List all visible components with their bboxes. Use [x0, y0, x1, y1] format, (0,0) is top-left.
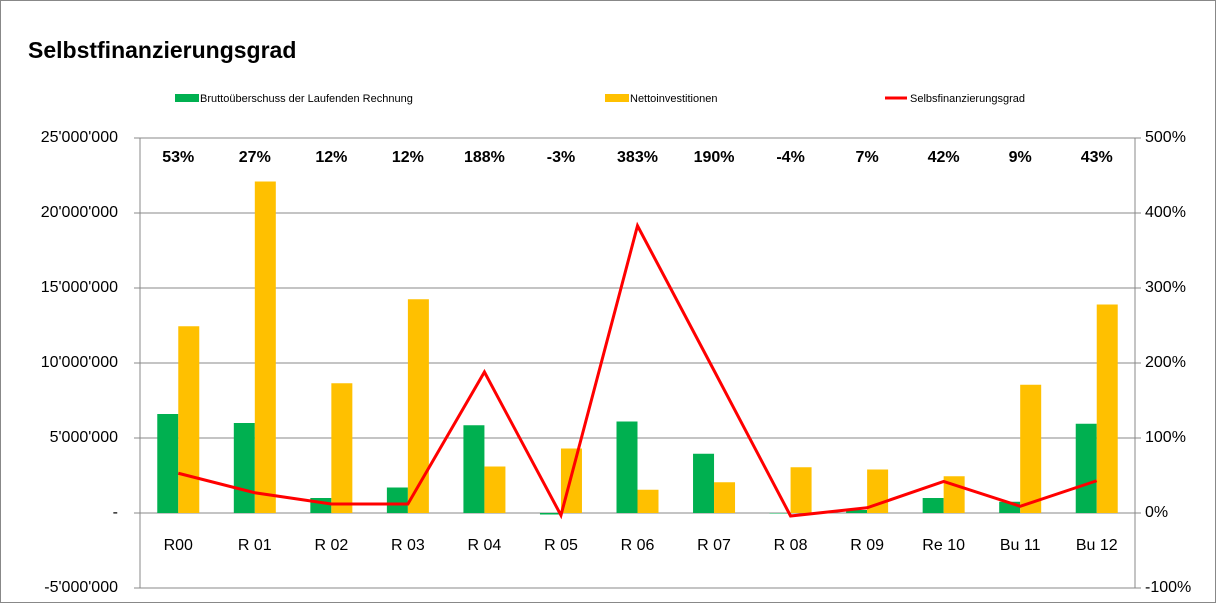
- y-tick-label: 5'000'000: [50, 429, 119, 446]
- y-tick-label: -: [113, 504, 118, 521]
- y-tick-label: 25'000'000: [41, 129, 118, 146]
- x-tick-label: R 02: [314, 537, 348, 554]
- x-tick-label: R 03: [391, 537, 425, 554]
- y2-tick-label: 100%: [1145, 429, 1186, 446]
- y2-tick-label: 200%: [1145, 354, 1186, 371]
- y-tick-label: 15'000'000: [41, 279, 118, 296]
- y2-tick-label: 0%: [1145, 504, 1168, 521]
- bar: [714, 482, 736, 513]
- legend-label: Bruttoüberschuss der Laufenden Rechnung: [200, 93, 413, 105]
- data-label: 12%: [315, 149, 347, 166]
- y-tick-label: 20'000'000: [41, 204, 118, 221]
- x-tick-label: Re 10: [922, 537, 965, 554]
- bar: [178, 326, 200, 513]
- x-tick-label: Bu 12: [1076, 537, 1118, 554]
- x-tick-label: R 06: [621, 537, 655, 554]
- bar: [769, 513, 791, 514]
- bar: [157, 414, 179, 513]
- legend-swatch: [175, 94, 199, 102]
- data-label: 43%: [1081, 149, 1113, 166]
- line: [177, 221, 1098, 520]
- x-tick-label: R00: [164, 537, 193, 554]
- data-label: 7%: [856, 149, 879, 166]
- bar: [1020, 384, 1042, 513]
- bar: [637, 489, 659, 513]
- legend-swatch: [605, 94, 629, 102]
- bar: [999, 501, 1021, 513]
- data-label: -4%: [776, 149, 804, 166]
- bar: [1075, 423, 1097, 513]
- bar: [463, 425, 485, 513]
- x-tick-label: R 09: [850, 537, 884, 554]
- y2-tick-label: -100%: [1145, 579, 1191, 596]
- chart-title: Selbstfinanzierungsgrad: [28, 37, 296, 63]
- data-label: 9%: [1009, 149, 1032, 166]
- y2-tick-label: 400%: [1145, 204, 1186, 221]
- bar: [254, 181, 276, 513]
- data-label: 188%: [464, 149, 505, 166]
- data-label: 12%: [392, 149, 424, 166]
- legend-label: Selbsfinanzierungsgrad: [910, 93, 1025, 105]
- x-tick-label: R 01: [238, 537, 272, 554]
- bar: [331, 383, 353, 513]
- bar: [922, 498, 944, 513]
- x-tick-label: R 04: [468, 537, 502, 554]
- y2-tick-label: 500%: [1145, 129, 1186, 146]
- bar: [386, 487, 408, 513]
- bar: [616, 421, 638, 513]
- y-tick-label: -5'000'000: [44, 579, 118, 596]
- data-label: 42%: [928, 149, 960, 166]
- data-label: 190%: [694, 149, 735, 166]
- bar: [693, 453, 715, 513]
- bar: [790, 467, 812, 513]
- data-label: 27%: [239, 149, 271, 166]
- data-label: 383%: [617, 149, 658, 166]
- data-label: 53%: [162, 149, 194, 166]
- x-tick-label: Bu 11: [1000, 537, 1041, 554]
- x-tick-label: R 08: [774, 537, 808, 554]
- x-tick-label: R 05: [544, 537, 578, 554]
- bar: [484, 466, 506, 513]
- bar: [407, 299, 429, 513]
- y2-tick-label: 300%: [1145, 279, 1186, 296]
- bar: [233, 423, 255, 513]
- y-tick-label: 10'000'000: [41, 354, 118, 371]
- bar: [539, 513, 561, 515]
- legend-label: Nettoinvestitionen: [630, 93, 717, 105]
- bar: [846, 510, 868, 513]
- bar: [1096, 304, 1118, 513]
- x-tick-label: R 07: [697, 537, 731, 554]
- data-label: -3%: [547, 149, 575, 166]
